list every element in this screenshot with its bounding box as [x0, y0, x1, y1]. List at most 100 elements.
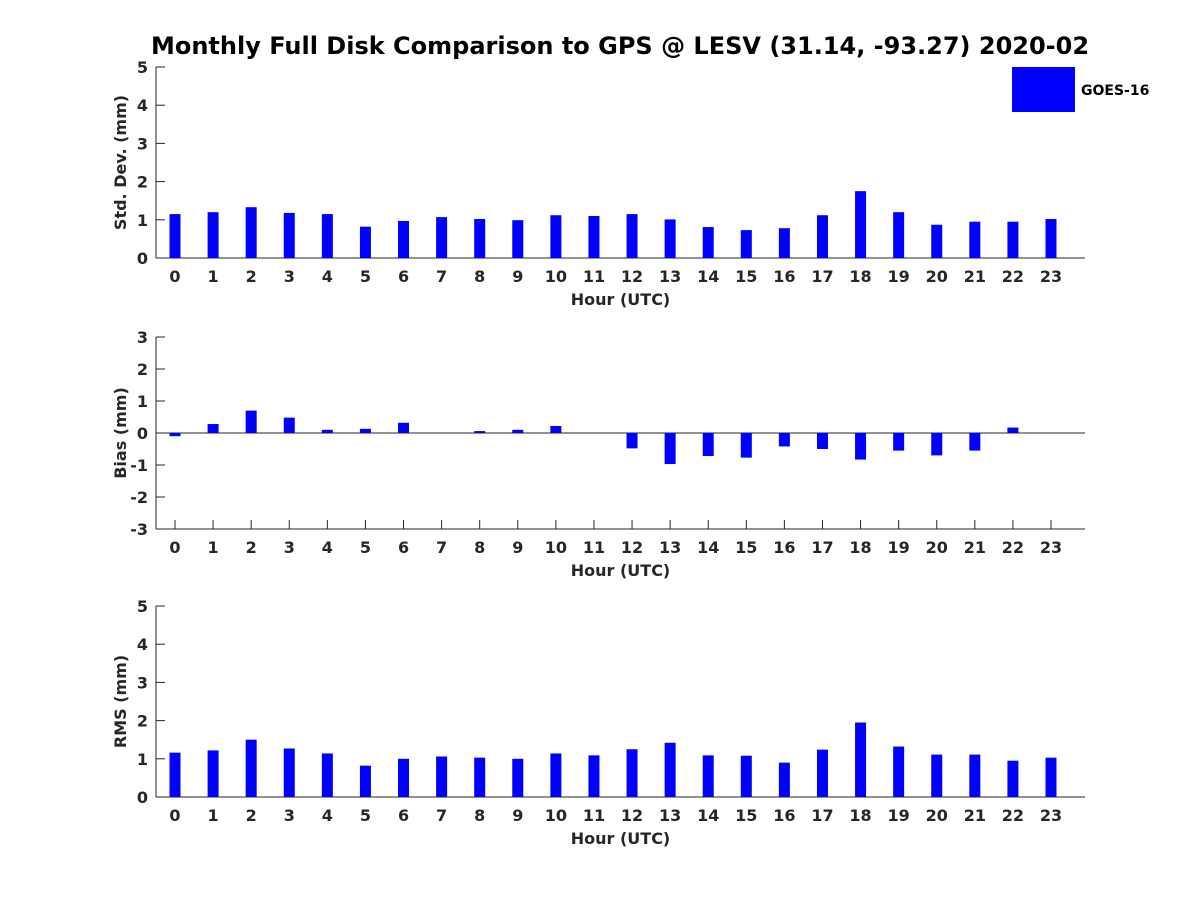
- x-tick-label: 10: [545, 267, 567, 286]
- x-tick-label: 3: [284, 806, 295, 825]
- x-tick-label: 0: [169, 267, 180, 286]
- bar: [893, 212, 905, 258]
- x-tick-label: 20: [926, 806, 948, 825]
- bar: [931, 433, 943, 456]
- bar: [893, 433, 905, 451]
- x-axis-label: Hour (UTC): [571, 290, 671, 309]
- x-tick-label: 14: [697, 538, 719, 557]
- bar: [855, 722, 867, 797]
- bar: [398, 422, 410, 433]
- bar: [588, 755, 600, 797]
- bar: [1007, 760, 1019, 797]
- x-tick-label: 22: [1002, 538, 1024, 557]
- bar: [474, 219, 486, 258]
- x-tick-label: 12: [621, 806, 643, 825]
- x-tick-label: 20: [926, 538, 948, 557]
- x-tick-label: 9: [512, 806, 523, 825]
- x-tick-label: 3: [284, 267, 295, 286]
- bar: [512, 429, 524, 433]
- bar: [893, 746, 905, 797]
- y-tick-label: 1: [137, 211, 148, 230]
- bar: [778, 762, 790, 797]
- x-tick-label: 12: [621, 538, 643, 557]
- bar: [855, 191, 867, 258]
- bar: [1007, 427, 1019, 433]
- x-tick-label: 10: [545, 538, 567, 557]
- bar: [512, 758, 524, 797]
- x-tick-label: 7: [436, 267, 447, 286]
- bar: [245, 739, 257, 797]
- legend: GOES-16: [1012, 67, 1149, 112]
- y-tick-label: 3: [137, 134, 148, 153]
- bar: [778, 433, 790, 447]
- bar: [740, 433, 752, 458]
- bar: [550, 753, 562, 797]
- y-tick-label: 0: [137, 424, 148, 443]
- x-tick-label: 8: [474, 538, 485, 557]
- y-tick-label: 2: [137, 173, 148, 192]
- x-tick-label: 2: [246, 267, 257, 286]
- bar: [664, 742, 676, 797]
- y-axis-label: Bias (mm): [111, 387, 130, 479]
- x-tick-label: 15: [735, 538, 757, 557]
- bar: [321, 214, 333, 258]
- y-tick-label: 3: [137, 328, 148, 347]
- bar: [169, 752, 181, 797]
- bar: [169, 433, 181, 437]
- x-tick-label: 21: [964, 267, 986, 286]
- bar: [626, 214, 638, 258]
- bar: [664, 219, 676, 258]
- x-tick-label: 14: [697, 267, 719, 286]
- bar: [969, 754, 981, 797]
- x-tick-label: 14: [697, 806, 719, 825]
- x-tick-label: 16: [773, 267, 795, 286]
- x-tick-label: 9: [512, 267, 523, 286]
- bar: [550, 425, 562, 433]
- y-tick-label: 3: [137, 673, 148, 692]
- legend-swatch: [1012, 67, 1075, 112]
- bar: [969, 221, 981, 258]
- bar: [1045, 757, 1057, 797]
- x-tick-label: 1: [208, 538, 219, 557]
- bar: [474, 757, 486, 797]
- bar: [1045, 219, 1057, 258]
- x-tick-label: 5: [360, 267, 371, 286]
- bar: [931, 754, 943, 797]
- x-tick-label: 18: [849, 806, 871, 825]
- y-tick-label: 1: [137, 750, 148, 769]
- bar: [359, 765, 371, 797]
- y-tick-label: 0: [137, 249, 148, 268]
- bar: [169, 214, 181, 258]
- bar: [245, 207, 257, 258]
- x-tick-label: 13: [659, 267, 681, 286]
- x-tick-label: 18: [849, 267, 871, 286]
- bar: [436, 756, 448, 797]
- x-tick-label: 0: [169, 538, 180, 557]
- y-tick-label: -2: [130, 488, 148, 507]
- x-tick-label: 12: [621, 267, 643, 286]
- x-tick-label: 2: [246, 806, 257, 825]
- y-tick-label: -3: [130, 520, 148, 539]
- x-tick-label: 23: [1040, 267, 1062, 286]
- bar: [1007, 221, 1019, 258]
- bar: [969, 433, 981, 451]
- bar: [855, 433, 867, 460]
- x-tick-label: 23: [1040, 806, 1062, 825]
- bar: [359, 226, 371, 258]
- x-tick-label: 6: [398, 267, 409, 286]
- bar: [245, 410, 257, 433]
- bar: [359, 428, 371, 433]
- x-tick-label: 11: [583, 806, 605, 825]
- x-tick-label: 13: [659, 538, 681, 557]
- x-tick-label: 5: [360, 806, 371, 825]
- x-tick-label: 19: [888, 267, 910, 286]
- x-tick-label: 1: [208, 806, 219, 825]
- x-axis-label: Hour (UTC): [571, 829, 671, 848]
- bar: [398, 758, 410, 797]
- y-tick-label: 5: [137, 597, 148, 616]
- x-tick-label: 3: [284, 538, 295, 557]
- x-tick-label: 4: [322, 806, 333, 825]
- x-tick-label: 2: [246, 538, 257, 557]
